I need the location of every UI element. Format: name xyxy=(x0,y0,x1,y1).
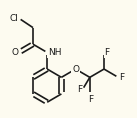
Text: F: F xyxy=(105,48,110,57)
Text: F: F xyxy=(77,85,82,94)
Text: F: F xyxy=(119,73,124,82)
Text: NH: NH xyxy=(48,48,61,57)
Text: Cl: Cl xyxy=(9,14,18,23)
Text: O: O xyxy=(72,65,79,74)
Text: F: F xyxy=(88,95,94,103)
Text: O: O xyxy=(11,48,18,57)
